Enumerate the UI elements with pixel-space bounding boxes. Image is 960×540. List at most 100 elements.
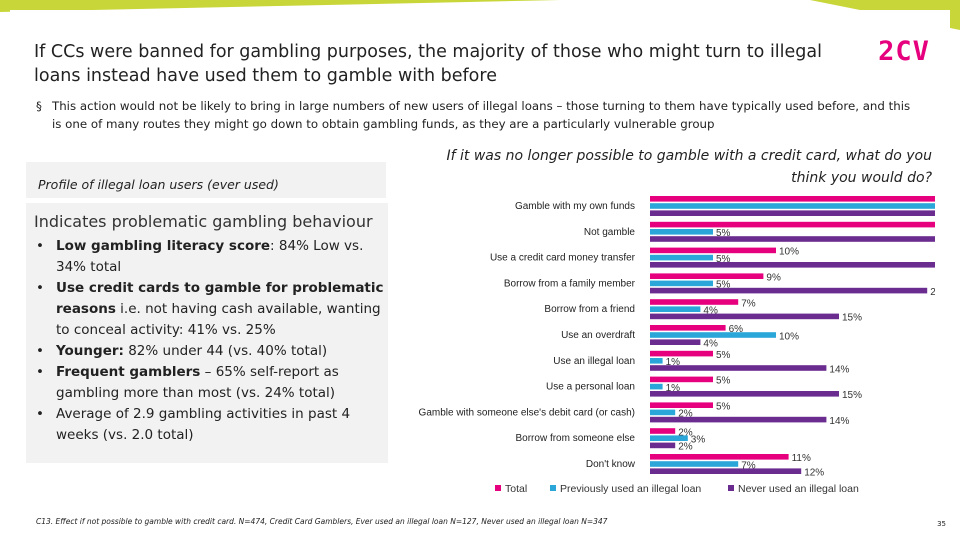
bar-total [650, 196, 935, 202]
category-label: Not gamble [584, 227, 636, 238]
data-label: 9% [766, 273, 781, 284]
bar-chart: Gamble with my own funds37%25%41%Not gam… [419, 196, 935, 495]
intro-bullet: § This action would not be likely to bri… [36, 97, 916, 133]
bar-never-used-an-illegal-loan [650, 339, 701, 345]
bar-previously-used-an-illegal-loan [650, 332, 776, 338]
profile-item-text: : 84% Low vs. 34% total [56, 238, 364, 275]
bar-total [650, 350, 713, 357]
bar-previously-used-an-illegal-loan [650, 229, 713, 235]
bar-never-used-an-illegal-loan [650, 313, 839, 320]
data-label: 2% [678, 409, 693, 420]
profile-item-bold: Younger: [56, 343, 124, 359]
data-label: 1% [666, 357, 681, 368]
bullet-dot: • [36, 238, 44, 254]
data-label: 22% [930, 287, 935, 298]
bullet-dot: • [36, 280, 44, 296]
bar-previously-used-an-illegal-loan [650, 383, 663, 390]
data-label: 6% [729, 324, 744, 335]
data-label: 5% [716, 350, 731, 361]
category-label: Borrow from someone else [516, 433, 636, 444]
data-label: 5% [716, 254, 731, 265]
data-label: 2% [678, 442, 693, 453]
bar-never-used-an-illegal-loan [650, 287, 928, 294]
bullet-dot: • [36, 364, 44, 380]
bar-never-used-an-illegal-loan [650, 210, 935, 216]
slide-title: If CCs were banned for gambling purposes… [34, 42, 822, 86]
profile-item-text: 82% under 44 (vs. 40% total) [123, 343, 328, 359]
profile-list-item: • Frequent gamblers – 65% self-report as … [34, 362, 384, 404]
category-label: Borrow from a family member [504, 278, 636, 289]
legend-swatch [550, 485, 556, 491]
bar-total [650, 428, 676, 434]
data-label: 15% [842, 313, 862, 324]
profile-list-item: • Low gambling literacy score: 84% Low vs… [34, 236, 384, 278]
bar-never-used-an-illegal-loan [650, 442, 676, 449]
bar-total [650, 299, 739, 305]
legend-swatch [495, 485, 501, 491]
profile-heading: Profile of illegal loan users (ever used… [38, 177, 279, 192]
data-label: 4% [703, 339, 718, 350]
data-label: 1% [666, 383, 681, 394]
data-label: 4% [703, 306, 718, 317]
category-label: Don't know [586, 459, 636, 470]
data-label: 14% [829, 364, 849, 375]
category-label: Use an illegal loan [553, 356, 635, 367]
legend-label: Never used an illegal loan [738, 483, 859, 495]
bar-total [650, 325, 726, 331]
bar-never-used-an-illegal-loan [650, 468, 802, 474]
bullet-dot: • [36, 343, 44, 359]
bar-never-used-an-illegal-loan [650, 416, 827, 423]
legend-label: Previously used an illegal loan [560, 483, 701, 495]
data-label: 5% [716, 228, 731, 239]
bar-previously-used-an-illegal-loan [650, 306, 701, 312]
profile-item-text: i.e. not having cash available, wanting … [56, 301, 381, 338]
bar-previously-used-an-illegal-loan [650, 461, 739, 467]
category-label: Use a credit card money transfer [490, 253, 636, 264]
bar-never-used-an-illegal-loan [650, 236, 935, 242]
bar-total [650, 247, 776, 254]
bar-total [650, 376, 713, 383]
profile-panel: Indicates problematic gambling behaviour… [26, 203, 388, 463]
profile-item-text: – 65% self-report as gambling more than … [56, 364, 339, 401]
chart-title: If it was no longer possible to gamble w… [446, 148, 932, 186]
data-label: 3% [691, 435, 706, 446]
bar-never-used-an-illegal-loan [650, 391, 839, 397]
profile-item-bold: Use credit cards to gamble for problemat… [56, 280, 384, 317]
bar-total [650, 221, 935, 228]
bullet-marker: § [36, 99, 42, 113]
data-label: 7% [741, 460, 756, 471]
data-label: 10% [779, 331, 799, 342]
profile-item-bold: Low gambling literacy score [56, 238, 271, 254]
legend-label: Total [505, 483, 527, 495]
bar-never-used-an-illegal-loan [650, 262, 935, 268]
intro-bullet-text: This action would not be likely to bring… [52, 99, 911, 131]
profile-item-text: Average of 2.9 gambling activities in pa… [56, 406, 351, 443]
bar-previously-used-an-illegal-loan [650, 358, 663, 364]
profile-list-item: • Average of 2.9 gambling activities in p… [34, 404, 384, 446]
data-label: 11% [792, 453, 811, 464]
page-number: 35 [937, 520, 946, 528]
footnote: C13. Effect if not possible to gamble wi… [36, 517, 608, 526]
bar-total [650, 273, 764, 279]
category-label: Gamble with my own funds [515, 201, 635, 212]
category-label: Use an overdraft [561, 330, 635, 341]
data-label: 5% [716, 280, 731, 291]
legend-swatch [728, 485, 734, 491]
bar-never-used-an-illegal-loan [650, 365, 827, 371]
data-label: 5% [716, 402, 731, 413]
bar-total [650, 402, 713, 408]
data-label: 2% [678, 427, 693, 438]
bar-previously-used-an-illegal-loan [650, 435, 688, 441]
data-label: 12% [804, 468, 824, 479]
category-label: Gamble with someone else's debit card (o… [419, 407, 635, 418]
profile-list-item: • Younger: 82% under 44 (vs. 40% total) [34, 341, 384, 362]
data-label: 10% [779, 247, 799, 258]
profile-list-item: • Use credit cards to gamble for problema… [34, 278, 384, 341]
category-label: Borrow from a friend [544, 304, 635, 315]
profile-subheading: Indicates problematic gambling behaviour [34, 212, 373, 231]
data-label: 5% [716, 376, 731, 387]
data-label: 7% [741, 298, 756, 309]
bullet-dot: • [36, 406, 44, 422]
profile-heading-box: Profile of illegal loan users (ever used… [26, 162, 386, 198]
data-label: 14% [829, 416, 849, 427]
